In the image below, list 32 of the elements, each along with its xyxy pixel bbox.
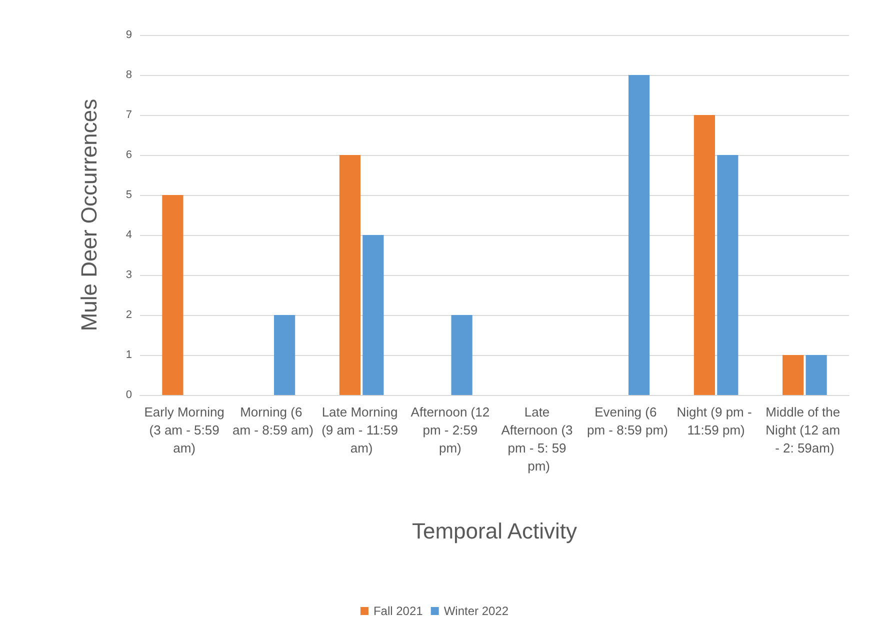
- x-tick-label: Afternoon (12 pm - 2:59 pm): [410, 404, 490, 456]
- y-tick-label: 4: [126, 229, 132, 241]
- x-axis-title: Temporal Activity: [412, 518, 578, 544]
- x-tick-label: Morning (6 am - 8:59 am): [232, 404, 314, 438]
- y-tick-label: 1: [126, 349, 132, 361]
- bar: [339, 155, 361, 395]
- y-tick-label: 8: [126, 69, 132, 81]
- x-tick-label: Middle of the Night (12 am - 2: 59am): [766, 404, 844, 456]
- bar: [274, 315, 296, 395]
- y-tick-label: 7: [126, 109, 132, 121]
- x-tick-label: Evening (6 pm - 8:59 pm): [586, 404, 668, 438]
- y-tick-label: 9: [126, 29, 132, 41]
- bar: [782, 355, 804, 395]
- legend-label: Winter 2022: [444, 604, 509, 618]
- x-tick-label: Night (9 pm - 11:59 pm): [676, 404, 756, 438]
- bar: [362, 235, 384, 395]
- bar: [694, 115, 716, 395]
- bar: [162, 195, 184, 395]
- y-axis-title: Mule Deer Occurrences: [76, 98, 102, 332]
- y-tick-label: 6: [126, 149, 132, 161]
- y-tick-label: 2: [126, 309, 132, 321]
- x-tick-label: Late Morning (9 am - 11:59 am): [322, 404, 402, 456]
- legend-label: Fall 2021: [373, 604, 424, 618]
- y-tick-label: 0: [126, 389, 132, 401]
- bar: [451, 315, 472, 395]
- y-tick-label: 5: [126, 189, 132, 201]
- y-tick-label: 3: [126, 269, 132, 281]
- bar: [806, 355, 827, 395]
- x-tick-label: Early Morning (3 am - 5:59 am): [144, 404, 224, 456]
- bar: [717, 155, 738, 395]
- x-tick-label: Late Afternoon (3 pm - 5: 59 pm): [501, 404, 576, 474]
- bar: [628, 75, 650, 395]
